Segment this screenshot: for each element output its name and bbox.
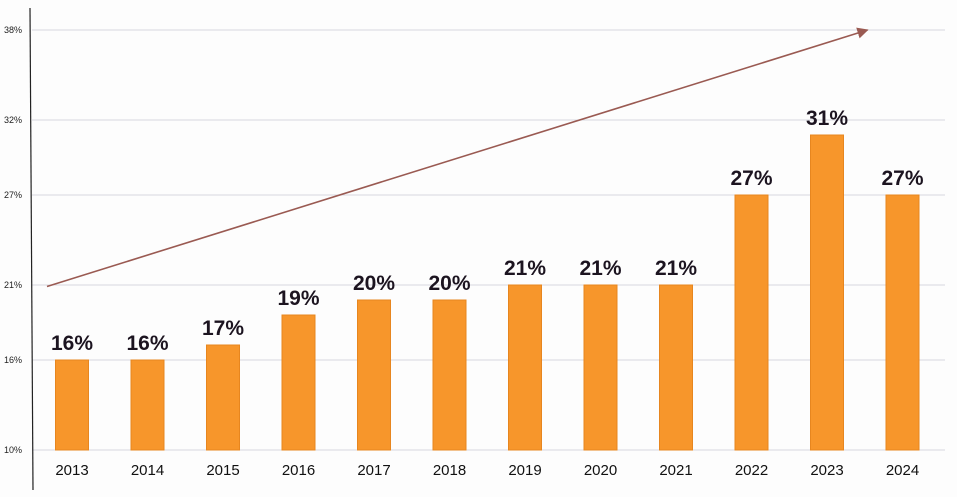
x-tick-label: 2023 bbox=[810, 462, 843, 479]
data-labels: 16% 16% 17% 19% 20% 20% 21% 21% 21% 27% 31% 27% bbox=[51, 107, 924, 355]
x-tick-label: 2021 bbox=[659, 462, 692, 479]
x-tick-label: 2024 bbox=[886, 462, 919, 479]
data-label: 27% bbox=[730, 167, 772, 190]
bar-2014 bbox=[130, 359, 165, 451]
data-label: 16% bbox=[126, 332, 168, 355]
x-tick-label: 2016 bbox=[282, 462, 315, 479]
x-tick-label: 2015 bbox=[206, 462, 239, 479]
x-tick-label: 2017 bbox=[357, 462, 390, 479]
y-tick-label: 27% bbox=[4, 190, 22, 200]
y-tick-label: 38% bbox=[4, 25, 22, 35]
data-label: 27% bbox=[881, 167, 923, 190]
x-tick-label: 2019 bbox=[508, 462, 541, 479]
bar-2015 bbox=[206, 344, 240, 451]
bars bbox=[55, 134, 920, 451]
x-tick-label: 2013 bbox=[55, 462, 88, 479]
data-label: 21% bbox=[504, 257, 546, 280]
bar-2018 bbox=[432, 299, 467, 451]
y-tick-label: 10% bbox=[4, 445, 22, 455]
y-tick-label: 16% bbox=[4, 355, 22, 365]
x-tick-label: 2014 bbox=[131, 462, 164, 479]
data-label: 19% bbox=[277, 287, 319, 310]
y-tick-label: 21% bbox=[4, 280, 22, 290]
y-axis-line bbox=[29, 7, 34, 491]
x-tick-label: 2020 bbox=[584, 462, 617, 479]
data-label: 20% bbox=[428, 272, 470, 295]
bar-2021 bbox=[659, 284, 693, 451]
bar-2024 bbox=[885, 194, 920, 451]
y-tick-label: 32% bbox=[4, 115, 22, 125]
data-label: 17% bbox=[202, 317, 244, 340]
data-label: 31% bbox=[806, 107, 848, 130]
bar-2019 bbox=[508, 284, 542, 451]
data-label: 16% bbox=[51, 332, 93, 355]
bar-2017 bbox=[357, 299, 391, 451]
bar-2023 bbox=[810, 134, 844, 451]
bar-2020 bbox=[583, 284, 618, 451]
x-tick-label: 2022 bbox=[735, 462, 768, 479]
bar-2016 bbox=[281, 314, 316, 451]
gridlines bbox=[32, 29, 945, 451]
x-axis-ticks: 2013 2014 2015 2016 2017 2018 2019 2020 2021 2022… bbox=[55, 462, 919, 479]
data-label: 20% bbox=[353, 272, 395, 295]
x-tick-label: 2018 bbox=[433, 462, 466, 479]
data-label: 21% bbox=[655, 257, 697, 280]
data-label: 21% bbox=[579, 257, 621, 280]
y-axis-ticks: 10% 16% 21% 27% 32% 38% bbox=[4, 25, 22, 455]
bar-2013 bbox=[55, 359, 89, 451]
bar-2022 bbox=[734, 194, 769, 451]
trend-arrow bbox=[46, 27, 869, 288]
